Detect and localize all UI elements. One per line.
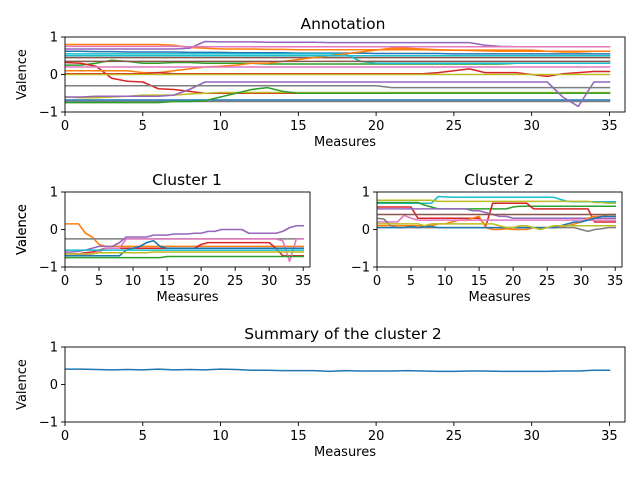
- cluster1-x-tick-label: 30: [261, 274, 278, 289]
- cluster1-series-line-7: [65, 255, 304, 259]
- annotation-x-tick-label: 35: [601, 119, 618, 134]
- panel-annotation: Annotation 0 5 10 15 20 25 30 35−101MeasuresVal…: [15, 15, 626, 150]
- summary-x-tick-label: 0: [61, 429, 69, 444]
- panel-summary: Summary of the cluster 2 0 5 10 15 20 25 30 35−…: [15, 325, 626, 460]
- summary-x-tick-label: 15: [290, 429, 307, 444]
- summary-x-axis-label: Measures: [314, 445, 376, 460]
- annotation-title: Annotation: [300, 15, 385, 33]
- cluster1-x-tick-label: 15: [159, 274, 176, 289]
- annotation-series-line-10: [65, 53, 611, 65]
- cluster2-x-tick-label: 30: [573, 274, 590, 289]
- summary-x-tick-label: 25: [446, 429, 463, 444]
- cluster2-x-tick-label: 35: [607, 274, 624, 289]
- annotation-x-axis-label: Measures: [314, 135, 376, 150]
- cluster1-series-line-5: [65, 238, 304, 263]
- summary-y-tick-label: 1: [50, 341, 58, 356]
- summary-x-tick-label: 30: [523, 429, 540, 444]
- summary-series-group: [65, 368, 611, 373]
- annotation-y-tick-label: 0: [50, 68, 58, 83]
- cluster2-x-tick-label: 5: [407, 274, 415, 289]
- cluster2-series-line-7: [377, 214, 616, 223]
- annotation-x-tick-label: 15: [290, 119, 307, 134]
- cluster2-series-line-4: [377, 202, 616, 227]
- panel-cluster1: Cluster 1 0 5 10 15 20 25 30 35−101MeasuresVale…: [15, 171, 311, 305]
- cluster1-x-tick-label: 10: [125, 274, 142, 289]
- cluster1-series-group: [65, 223, 304, 263]
- cluster1-y-tick-label: −1: [39, 261, 58, 276]
- cluster2-series-line-5: [377, 208, 616, 220]
- summary-series-line-1: [65, 368, 611, 373]
- annotation-y-tick-label: −1: [39, 106, 58, 121]
- cluster1-series-line-8: [65, 251, 304, 255]
- annotation-x-tick-label: 5: [139, 119, 147, 134]
- summary-y-tick-label: −1: [39, 416, 58, 431]
- cluster2-title: Cluster 2: [464, 171, 534, 189]
- cluster1-series-line-6: [65, 239, 304, 257]
- cluster1-y-tick-label: 0: [50, 223, 58, 238]
- cluster2-y-tick-label: 0: [362, 223, 370, 238]
- cluster2-y-tick-label: 1: [362, 186, 370, 201]
- summary-x-tick-label: 10: [212, 429, 229, 444]
- panel-cluster2: Cluster 2 0 5 10 15 20 25 30 35−101MeasuresVale…: [15, 171, 623, 305]
- cluster1-x-tick-label: 35: [295, 274, 312, 289]
- annotation-series-group: [65, 40, 611, 108]
- summary-y-tick-label: 0: [50, 378, 58, 393]
- cluster2-x-tick-label: 10: [437, 274, 454, 289]
- cluster2-series-line-3: [377, 201, 616, 210]
- cluster2-x-tick-label: 0: [373, 274, 381, 289]
- annotation-y-tick-label: 1: [50, 31, 58, 46]
- cluster2-y-tick-label: −1: [351, 261, 370, 276]
- cluster2-x-tick-label: 20: [505, 274, 522, 289]
- cluster1-x-tick-label: 5: [95, 274, 103, 289]
- summary-x-tick-label: 35: [601, 429, 618, 444]
- summary-title: Summary of the cluster 2: [244, 325, 442, 343]
- annotation-series-line-18: [65, 84, 611, 89]
- cluster2-x-tick-label: 15: [471, 274, 488, 289]
- cluster2-series-line-2: [377, 199, 616, 205]
- annotation-series-line-2: [65, 43, 611, 53]
- cluster1-x-tick-label: 0: [61, 274, 69, 289]
- cluster1-y-axis-label: Valence: [15, 204, 30, 255]
- annotation-x-tick-label: 25: [446, 119, 463, 134]
- annotation-x-tick-label: 20: [368, 119, 385, 134]
- annotation-series-line-13: [65, 86, 611, 104]
- cluster1-y-tick-label: 1: [50, 186, 58, 201]
- annotation-y-axis-label: Valence: [15, 49, 30, 100]
- cluster2-y-axis-label: Valence: [15, 204, 30, 255]
- cluster1-series-line-4: [65, 224, 304, 253]
- summary-y-axis-label: Valence: [15, 359, 30, 410]
- cluster1-x-tick-label: 25: [227, 274, 244, 289]
- summary-x-tick-label: 5: [139, 429, 147, 444]
- cluster2-series-line-9: [377, 215, 616, 229]
- annotation-x-tick-label: 0: [61, 119, 69, 134]
- cluster2-series-group: [377, 195, 616, 233]
- cluster2-x-tick-label: 25: [539, 274, 556, 289]
- cluster2-series-line-6: [377, 213, 616, 231]
- cluster1-x-axis-label: Measures: [156, 290, 218, 305]
- summary-x-tick-label: 20: [368, 429, 385, 444]
- annotation-x-tick-label: 30: [523, 119, 540, 134]
- cluster2-series-line-11: [377, 223, 616, 231]
- cluster2-x-axis-label: Measures: [468, 290, 530, 305]
- annotation-series-line-15: [65, 81, 611, 108]
- cluster1-x-tick-label: 20: [193, 274, 210, 289]
- annotation-x-tick-label: 10: [212, 119, 229, 134]
- cluster1-title: Cluster 1: [152, 171, 222, 189]
